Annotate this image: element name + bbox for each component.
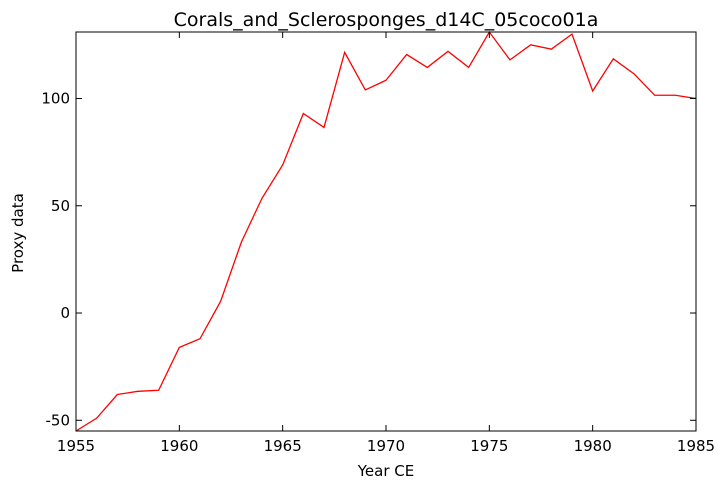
plot-area [75, 30, 697, 432]
y-tick-label: 50 [51, 197, 70, 215]
x-axis: 1955 1960 1965 1970 1975 1980 1985 [57, 32, 715, 455]
series-line [75, 30, 697, 432]
x-tick-label: 1970 [367, 437, 405, 455]
x-axis-label: Year CE [357, 462, 414, 480]
x-tick-label: 1975 [470, 437, 508, 455]
y-tick-label: 0 [60, 304, 70, 322]
x-tick-label: 1960 [160, 437, 198, 455]
y-tick-label: -50 [46, 411, 71, 429]
x-tick-label: 1980 [574, 437, 612, 455]
x-tick-label: 1955 [57, 437, 95, 455]
y-axis: -50 0 50 100 [41, 90, 696, 429]
y-axis-label: Proxy data [9, 193, 27, 273]
chart-title: Corals_and_Sclerosponges_d14C_05coco01a [174, 9, 599, 31]
plot-frame [75, 31, 697, 432]
y-tick-label: 100 [41, 90, 70, 108]
x-tick-label: 1985 [677, 437, 715, 455]
x-tick-label: 1965 [264, 437, 302, 455]
